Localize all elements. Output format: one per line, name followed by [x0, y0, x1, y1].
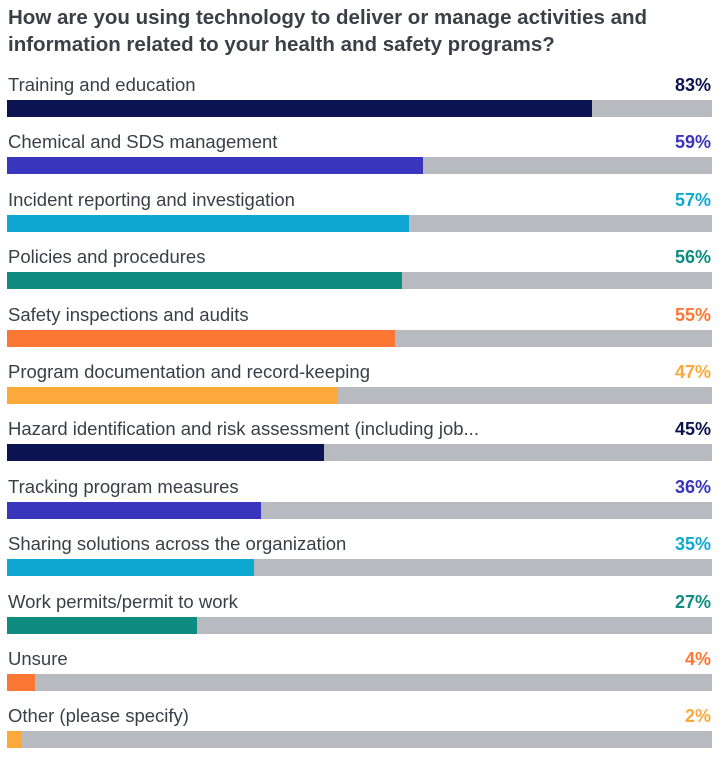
bar-value-label: 83%: [674, 75, 711, 95]
bar-fill: [7, 674, 36, 691]
bar-value-label: 4%: [684, 649, 711, 669]
bar-fill: [7, 501, 261, 519]
bar-row: Policies and procedures 56%: [7, 245, 712, 293]
bar-row: Safety inspections and audits 55%: [7, 303, 712, 351]
bar-value-label: 45%: [674, 419, 711, 440]
bar-track: [7, 501, 712, 519]
bar-track: [7, 214, 712, 232]
bar-track: [7, 100, 712, 117]
bar-track: [7, 559, 712, 577]
bar-fill: [7, 387, 339, 404]
bar-track: [7, 616, 712, 634]
bar-track: [7, 387, 712, 404]
bar-fill: [7, 616, 198, 634]
bar-fill: [7, 559, 254, 577]
bar-fill: [7, 100, 593, 117]
bar-value-label: 59%: [674, 132, 711, 153]
bar-label: Program documentation and record-keeping: [8, 361, 370, 382]
bar-row: Work permits/permit to work 27%: [7, 590, 712, 638]
bar-row: Hazard identification and risk assessmen…: [7, 417, 712, 465]
bar-label: Sharing solutions across the organizatio…: [8, 533, 347, 555]
bar-label: Other (please specify): [8, 705, 189, 727]
bar-value-label: 57%: [674, 189, 711, 210]
bar-value-label: 2%: [684, 706, 711, 727]
bar-label: Policies and procedures: [8, 246, 206, 268]
bar-label: Safety inspections and audits: [8, 303, 249, 325]
bar-track: [7, 444, 712, 462]
bar-row: Tracking program measures 36%: [7, 475, 712, 523]
bar-row: Training and education 83%: [7, 73, 712, 121]
bar-label: Incident reporting and investigation: [8, 188, 295, 210]
bar-label: Training and education: [8, 74, 196, 95]
bar-fill: [7, 731, 22, 749]
bar-label: Unsure: [8, 648, 68, 669]
bar-value-label: 56%: [674, 247, 711, 268]
bar-track: [7, 329, 712, 347]
bar-value-label: 35%: [674, 534, 711, 555]
chart-title: How are you using technology to deliver …: [8, 6, 648, 56]
bar-row: Unsure 4%: [7, 647, 712, 695]
bar-label: Work permits/permit to work: [8, 590, 238, 612]
bar-row: Sharing solutions across the organizatio…: [7, 532, 712, 580]
bar-value-label: 27%: [674, 591, 711, 612]
bar-fill: [7, 272, 402, 290]
bar-label: Tracking program measures: [8, 475, 239, 497]
bar-fill: [7, 214, 409, 232]
bar-fill: [7, 329, 395, 347]
bar-row: Chemical and SDS management 59%: [7, 130, 712, 178]
bar-label: Chemical and SDS management: [8, 131, 278, 153]
bar-value-label: 36%: [674, 476, 711, 497]
bar-track: [7, 157, 712, 175]
bar-label: Hazard identification and risk assessmen…: [8, 418, 479, 440]
bar-fill: [7, 444, 325, 462]
bar-row: Program documentation and record-keeping…: [7, 360, 712, 408]
bar-fill: [7, 157, 423, 175]
bar-track: [7, 674, 712, 691]
bar-track: [7, 731, 712, 749]
bar-track: [7, 272, 712, 290]
bar-value-label: 47%: [674, 362, 711, 382]
bar-row: Other (please specify) 2%: [7, 704, 712, 752]
bar-row: Incident reporting and investigation 57%: [7, 188, 712, 236]
bar-value-label: 55%: [674, 304, 711, 325]
